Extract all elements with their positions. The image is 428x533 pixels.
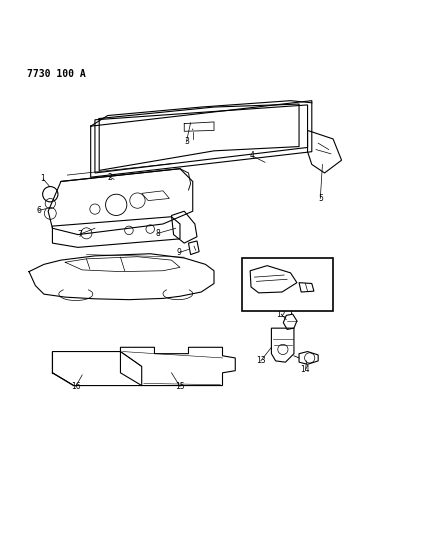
Text: 2: 2 [107,173,112,182]
Text: 11: 11 [288,291,297,300]
Text: 15: 15 [175,382,185,391]
Text: 4: 4 [250,151,255,160]
Text: 16: 16 [71,382,80,391]
Text: 1: 1 [41,174,45,183]
Text: 6: 6 [36,206,41,215]
Text: 9: 9 [177,248,181,257]
Text: 10: 10 [252,290,262,300]
Text: 12: 12 [276,310,286,319]
Text: 14: 14 [300,365,310,374]
Text: 5: 5 [318,194,323,203]
Text: 7730 100 A: 7730 100 A [27,69,86,79]
Text: 7: 7 [77,230,83,239]
Text: 8: 8 [155,229,160,238]
Bar [242,258,333,311]
Text: 3: 3 [184,138,189,147]
Text: 13: 13 [256,357,266,366]
